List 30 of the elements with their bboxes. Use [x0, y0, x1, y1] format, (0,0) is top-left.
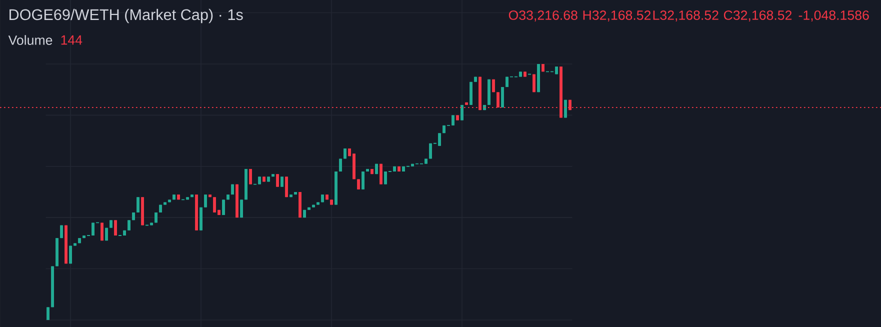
candlestick — [100, 222, 104, 241]
candlestick — [357, 178, 360, 190]
candlestick — [276, 174, 279, 188]
text: -1,048.1586 — [798, 10, 869, 22]
candlestick — [69, 245, 72, 264]
text: L32,168.52 — [653, 10, 718, 22]
candlestick — [285, 176, 288, 198]
candlestick — [114, 220, 117, 236]
candlestick — [380, 163, 382, 185]
candlestick — [200, 207, 202, 231]
candlestick — [204, 194, 207, 208]
candlestick — [362, 171, 364, 190]
text: H32,168.52 — [583, 10, 651, 22]
text: O33,216.68 — [508, 10, 578, 22]
candlestick — [532, 74, 536, 92]
text: 144 — [61, 35, 82, 45]
candlestick — [249, 168, 252, 185]
candlestick — [460, 104, 464, 121]
candlestick — [280, 176, 284, 188]
candlestick — [501, 87, 504, 108]
text: Volume — [8, 35, 52, 45]
candlestick — [339, 158, 342, 172]
candlestick — [128, 220, 130, 231]
candlestick — [46, 306, 50, 320]
text: C32,168.52 — [724, 10, 792, 22]
candlestick — [470, 82, 472, 106]
candlestick — [136, 196, 140, 213]
candlestick — [240, 199, 243, 218]
chart-title: DOGE69/WETH (Market Cap) · 1s — [10, 8, 243, 24]
candlestick — [222, 199, 225, 216]
